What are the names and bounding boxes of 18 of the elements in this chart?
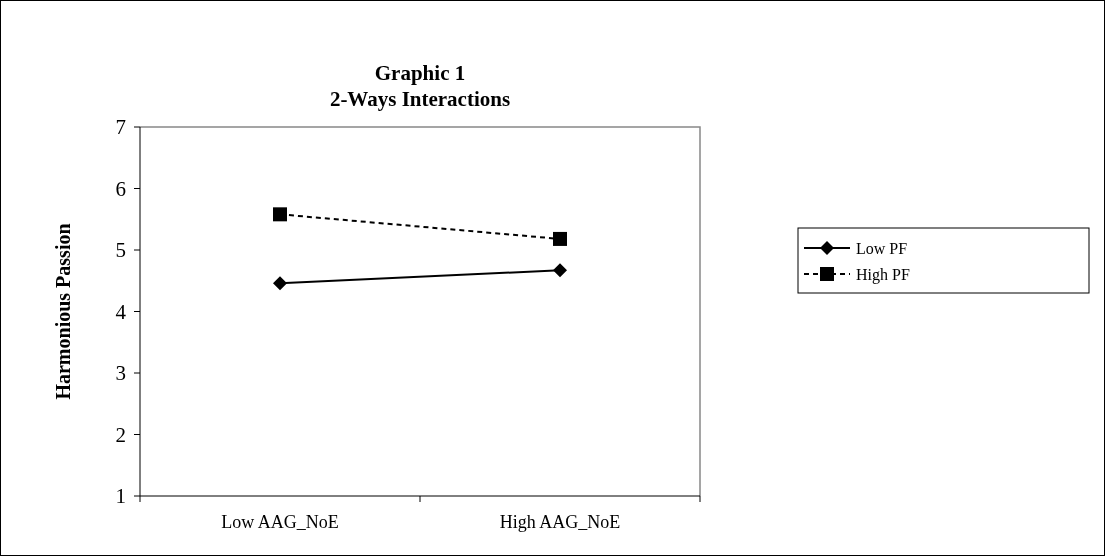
- chart-subtitle: 2-Ways Interactions: [329, 87, 511, 111]
- y-tick-label: 6: [115, 176, 126, 201]
- y-axis-title: Harmonious Passion: [52, 223, 74, 400]
- point: [553, 231, 567, 246]
- point: [273, 276, 287, 291]
- y-tick-label: 7: [115, 115, 126, 140]
- x-tick-label: Low AAG_NoE: [221, 512, 339, 532]
- y-tick-label: 4: [115, 299, 127, 324]
- y-tick-label: 5: [115, 238, 126, 263]
- y-tick-label: 2: [115, 422, 126, 447]
- y-tick-label: 3: [115, 361, 126, 386]
- legend-label: Low PF: [856, 239, 908, 257]
- point: [273, 207, 287, 222]
- point: [553, 263, 567, 278]
- y-tick-label: 1: [115, 484, 126, 509]
- legend-label: High PF: [856, 265, 910, 284]
- x-tick-label: High AAG_NoE: [499, 512, 621, 532]
- chart-title: Graphic 1: [374, 61, 466, 85]
